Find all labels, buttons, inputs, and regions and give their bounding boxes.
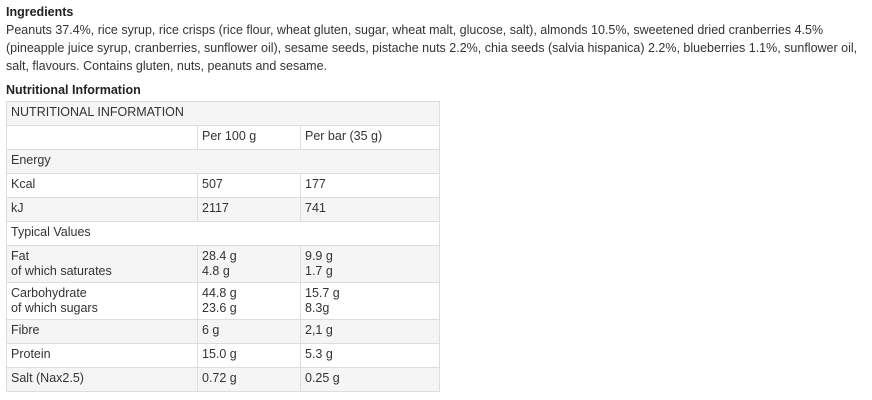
product-info: Ingredients Peanuts 37.4%, rice syrup, r… (6, 3, 868, 392)
row-label-line: Carbohydrate (11, 286, 87, 300)
row-label-line: Typical Values (11, 225, 91, 239)
table-row: kJ 2117 741 (6, 197, 440, 222)
value-per-bar: 2,1 g (300, 319, 440, 344)
row-label: Salt (Nax2.5) (6, 367, 198, 392)
value-per-100g: 0.72 g (197, 367, 301, 392)
row-label-line: Salt (Nax2.5) (11, 371, 84, 385)
value-per-100g: 44.8 g 23.6 g (197, 282, 301, 320)
row-label: Kcal (6, 173, 198, 198)
row-label-line: of which sugars (11, 301, 98, 315)
row-label: Carbohydrate of which sugars (6, 282, 198, 320)
table-row: Salt (Nax2.5) 0.72 g 0.25 g (6, 367, 440, 392)
row-label: Fat of which saturates (6, 245, 198, 283)
value-per-100g-line: 23.6 g (202, 301, 237, 315)
row-label-line: kJ (11, 201, 24, 215)
value-per-100g-line: 507 (202, 177, 223, 191)
row-label-line: Kcal (11, 177, 36, 191)
table-row: Kcal 507 177 (6, 173, 440, 198)
value-per-bar-line: 9.9 g (305, 249, 333, 263)
header-blank (6, 125, 198, 150)
value-per-bar-line: 8.3g (305, 301, 330, 315)
header-per-bar: Per bar (35 g) (300, 125, 440, 150)
value-per-bar-line: 5.3 g (305, 347, 333, 361)
value-per-bar: 5.3 g (300, 343, 440, 368)
table-title-row: NUTRITIONAL INFORMATION (6, 101, 440, 126)
value-per-bar-line: 2,1 g (305, 323, 333, 337)
value-per-bar: 9.9 g 1.7 g (300, 245, 440, 283)
table-title: NUTRITIONAL INFORMATION (6, 101, 440, 126)
value-per-100g: 15.0 g (197, 343, 301, 368)
table-row: Typical Values (6, 221, 440, 246)
value-per-bar-line: 1.7 g (305, 264, 333, 278)
row-label-line: Fat (11, 249, 30, 263)
value-per-100g: 507 (197, 173, 301, 198)
row-label: Energy (6, 149, 440, 174)
value-per-100g: 6 g (197, 319, 301, 344)
row-label-line: Energy (11, 153, 51, 167)
value-per-bar-line: 741 (305, 201, 326, 215)
table-row: Protein 15.0 g 5.3 g (6, 343, 440, 368)
value-per-bar-line: 15.7 g (305, 286, 340, 300)
value-per-100g-line: 0.72 g (202, 371, 237, 385)
nutrition-heading: Nutritional Information (6, 83, 141, 97)
value-per-100g: 28.4 g 4.8 g (197, 245, 301, 283)
row-label: kJ (6, 197, 198, 222)
value-per-100g-line: 6 g (202, 323, 220, 337)
value-per-bar: 741 (300, 197, 440, 222)
row-label: Fibre (6, 319, 198, 344)
value-per-100g-line: 4.8 g (202, 264, 230, 278)
value-per-100g-line: 15.0 g (202, 347, 237, 361)
ingredients-heading: Ingredients (6, 5, 74, 19)
row-label-line: Fibre (11, 323, 40, 337)
value-per-bar-line: 177 (305, 177, 326, 191)
value-per-bar: 0.25 g (300, 367, 440, 392)
value-per-bar: 177 (300, 173, 440, 198)
table-row: Fibre 6 g 2,1 g (6, 319, 440, 344)
value-per-100g-line: 28.4 g (202, 249, 237, 263)
table-row: Fat of which saturates 28.4 g 4.8 g 9.9 g 1.7… (6, 245, 440, 283)
value-per-bar-line: 0.25 g (305, 371, 340, 385)
table-row: Energy (6, 149, 440, 174)
header-per-100g: Per 100 g (197, 125, 301, 150)
value-per-100g-line: 2117 (202, 201, 229, 215)
row-label-line: of which saturates (11, 264, 112, 278)
value-per-100g-line: 44.8 g (202, 286, 237, 300)
value-per-100g: 2117 (197, 197, 301, 222)
ingredients-text: Peanuts 37.4%, rice syrup, rice crisps (… (6, 23, 858, 73)
nutrition-table: NUTRITIONAL INFORMATION Per 100 g Per ba… (6, 101, 440, 392)
row-label-line: Protein (11, 347, 51, 361)
value-per-bar: 15.7 g 8.3g (300, 282, 440, 320)
row-label: Typical Values (6, 221, 440, 246)
row-label: Protein (6, 343, 198, 368)
table-header-row: Per 100 g Per bar (35 g) (6, 125, 440, 150)
